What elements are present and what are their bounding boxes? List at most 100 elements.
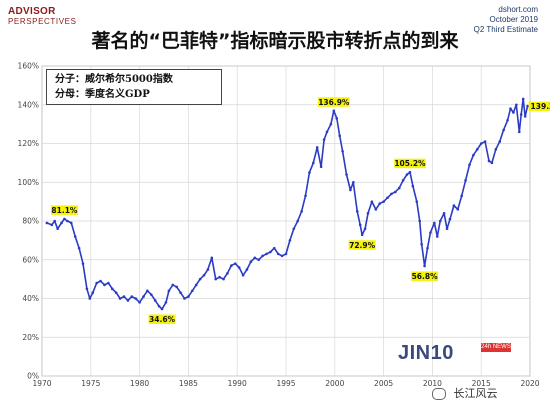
data-point — [296, 219, 300, 223]
x-tick-label: 1980 — [130, 379, 149, 388]
data-point — [130, 295, 134, 298]
annotation-highlight — [148, 314, 176, 324]
data-point — [60, 221, 63, 225]
x-tick-label: 2005 — [374, 379, 393, 388]
data-point — [498, 140, 502, 143]
data-point — [335, 117, 339, 120]
data-point — [448, 217, 452, 221]
data-point — [355, 210, 359, 213]
data-point — [88, 297, 92, 300]
data-point — [322, 138, 326, 141]
data-point — [378, 202, 381, 205]
data-point — [397, 186, 401, 190]
data-point — [325, 130, 329, 134]
data-point — [95, 281, 98, 285]
data-point — [118, 297, 122, 300]
y-tick-label: 20% — [22, 333, 39, 342]
data-point — [171, 283, 175, 287]
data-point — [160, 307, 164, 311]
data-point — [50, 223, 54, 227]
data-point — [358, 223, 362, 227]
data-point — [382, 200, 385, 203]
data-point — [134, 297, 137, 300]
data-point — [312, 161, 315, 165]
data-point — [494, 148, 498, 151]
data-point — [490, 161, 494, 165]
data-point — [468, 163, 471, 167]
data-point — [415, 200, 419, 203]
source-line1: dshort.com — [498, 5, 538, 14]
y-tick-label: 120% — [18, 139, 39, 148]
y-tick-label: 80% — [22, 217, 39, 226]
data-point — [272, 246, 276, 250]
line-chart: 0% 20% 40% 60% 80% 100% 120% 140% 160% 1970 1975 19… — [18, 62, 550, 388]
data-point — [456, 208, 460, 211]
data-point — [69, 221, 73, 225]
x-tick-label: 1975 — [81, 379, 100, 388]
data-point — [442, 211, 446, 215]
data-point — [386, 196, 389, 200]
data-point — [502, 128, 505, 132]
data-point — [304, 194, 307, 198]
data-point — [214, 277, 218, 281]
x-tick-label: 1995 — [276, 379, 295, 388]
data-point — [479, 142, 483, 145]
data-point — [253, 256, 257, 260]
data-point — [363, 227, 367, 231]
data-point — [319, 165, 323, 169]
data-point — [512, 111, 515, 114]
annotation-label: 139.3% — [531, 102, 550, 111]
data-point — [329, 122, 333, 126]
x-tick-label: 2020 — [520, 379, 539, 388]
x-tick-label: 1990 — [228, 379, 247, 388]
y-tick-label: 160% — [18, 62, 39, 71]
data-point — [338, 134, 341, 138]
data-point — [341, 149, 344, 153]
data-point — [523, 115, 527, 118]
data-point — [157, 304, 161, 308]
data-point — [401, 179, 405, 182]
data-point — [405, 173, 409, 176]
data-point — [423, 264, 426, 268]
data-point — [519, 113, 523, 116]
data-point — [150, 293, 153, 296]
data-point — [183, 297, 186, 300]
data-point — [394, 190, 397, 194]
x-tick-label: 2000 — [325, 379, 344, 388]
annotation-highlight — [318, 97, 350, 107]
data-point — [114, 291, 118, 294]
data-point — [408, 170, 412, 174]
advisor-perspectives-logo: ADVISOR PERSPECTIVES — [8, 6, 168, 32]
data-point — [77, 246, 81, 250]
data-point — [300, 210, 303, 213]
data-point — [332, 109, 336, 113]
data-point — [103, 283, 106, 287]
data-point — [85, 287, 89, 291]
data-point — [352, 180, 355, 184]
data-point — [452, 204, 456, 207]
data-point — [370, 200, 374, 203]
data-point — [509, 107, 512, 110]
x-tick-label: 1985 — [179, 379, 198, 388]
data-point — [245, 268, 249, 271]
data-point — [472, 153, 475, 157]
data-point — [366, 211, 370, 215]
data-point — [438, 219, 442, 223]
annotation-label: 136.9% — [318, 98, 350, 107]
y-tick-label: 0% — [27, 372, 39, 381]
data-point — [521, 97, 525, 101]
annotation-label: 105.2% — [394, 159, 426, 168]
annotation-label: 81.1% — [51, 206, 78, 215]
annotation-highlight — [394, 158, 426, 169]
data-point — [122, 295, 126, 298]
source-line3: Q2 Third Estimate — [473, 25, 538, 34]
source-line2: October 2019 — [489, 15, 538, 24]
data-point — [73, 235, 77, 238]
data-point — [280, 254, 284, 258]
data-point — [345, 173, 348, 176]
data-point — [202, 273, 206, 277]
data-point — [349, 188, 352, 192]
data-point — [63, 217, 66, 221]
jin10-watermark: JIN10 — [398, 342, 454, 364]
data-point — [360, 233, 364, 237]
